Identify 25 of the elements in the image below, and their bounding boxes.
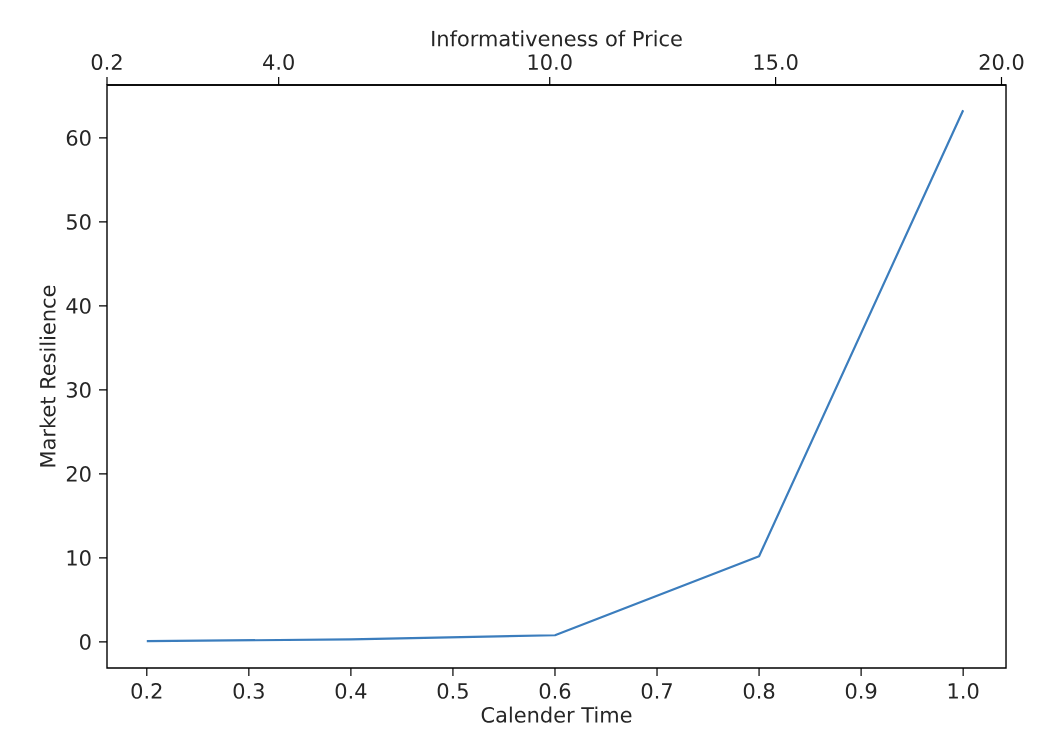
x-tick-label: 0.2 [131, 683, 162, 699]
y-axis-title: Market Resilience [39, 285, 56, 467]
x-tick-label: 0.7 [641, 683, 672, 699]
y-tick-label: 20 [66, 466, 91, 482]
x2-axis-title: Informativeness of Price [432, 30, 682, 47]
y-tick-label: 30 [66, 382, 91, 398]
x2-tick-label: 10.0 [528, 54, 572, 70]
x-tick-label: 0.9 [845, 683, 877, 699]
x-tick-label: 0.5 [437, 683, 468, 699]
x-axis-title: Calender Time [481, 706, 632, 723]
y-tick-label: 40 [66, 298, 91, 314]
line-series [145, 109, 965, 643]
y-tick-label: 10 [67, 550, 91, 566]
x2-tick-label: 20.0 [979, 54, 1024, 70]
x2-tick-label: 0.2 [91, 54, 122, 70]
x2-tick-label: 15.0 [754, 54, 798, 70]
x-tick-label: 0.8 [743, 683, 775, 699]
x-tick-label: 0.3 [233, 683, 264, 699]
y-tick-label: 0 [80, 634, 91, 650]
x2-tick-label: 4.0 [263, 54, 294, 70]
y-tick-label: 60 [66, 130, 91, 146]
x-tick-label: 0.6 [539, 683, 571, 699]
x-tick-label: 0.4 [335, 683, 367, 699]
x-tick-label: 1.0 [948, 683, 979, 699]
y-tick-label: 50 [66, 214, 91, 230]
